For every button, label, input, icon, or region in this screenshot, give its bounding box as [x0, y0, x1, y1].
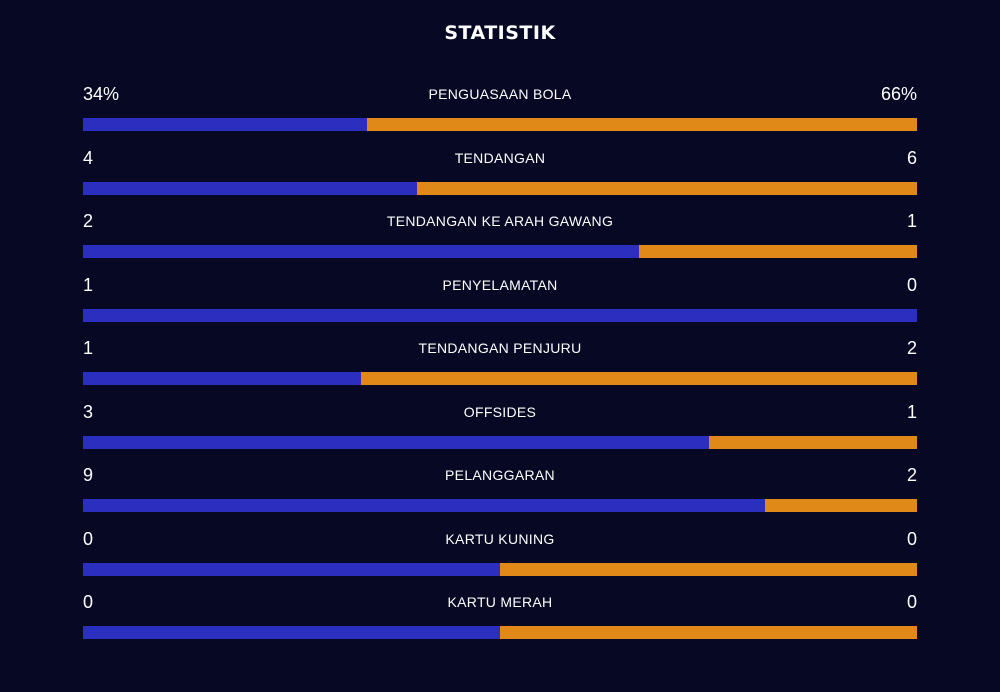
- home-bar-segment: [83, 499, 766, 512]
- home-bar-segment: [83, 308, 917, 322]
- comparison-bar: [83, 245, 917, 258]
- stat-row-shots: 4 TENDANGAN 6: [83, 144, 917, 208]
- away-value: 0: [906, 528, 917, 549]
- stat-row-yellow-cards: 0 KARTU KUNING 0: [83, 525, 917, 589]
- home-bar-segment: [83, 435, 709, 449]
- stat-row-corners: 1 TENDANGAN PENJURU 2: [83, 334, 917, 398]
- away-value: 1: [906, 211, 917, 231]
- home-value: 1: [83, 274, 94, 295]
- home-value: 4: [83, 147, 94, 168]
- home-bar-segment: [83, 118, 367, 131]
- stat-row-shots-on-target: 2 TENDANGAN KE ARAH GAWANG 1: [83, 207, 917, 271]
- comparison-bar: [83, 499, 917, 512]
- away-value: 0: [906, 592, 917, 612]
- away-bar-segment: [366, 118, 917, 131]
- away-bar-segment: [708, 435, 917, 449]
- away-bar-segment: [500, 562, 917, 576]
- comparison-bar: [83, 626, 917, 639]
- stat-row-saves: 1 PENYELAMATAN 0: [83, 271, 917, 335]
- stat-label: TENDANGAN: [454, 149, 546, 166]
- home-bar-segment: [83, 181, 417, 195]
- away-value: 2: [906, 338, 917, 358]
- home-value: 9: [83, 465, 94, 485]
- away-bar-segment: [765, 499, 917, 512]
- home-bar-segment: [83, 245, 640, 258]
- home-value: 1: [83, 338, 94, 358]
- home-bar-segment: [83, 372, 361, 385]
- home-value: 3: [83, 401, 94, 422]
- home-value: 34%: [83, 84, 120, 104]
- stat-label: TENDANGAN PENJURU: [418, 340, 582, 356]
- stat-label: KARTU KUNING: [445, 530, 555, 547]
- stat-label: TENDANGAN KE ARAH GAWANG: [386, 213, 614, 229]
- home-value: 2: [83, 211, 94, 231]
- away-value: 6: [906, 147, 917, 168]
- comparison-bar: [83, 118, 917, 131]
- stat-label: OFFSIDES: [463, 403, 537, 420]
- comparison-bar: [83, 435, 917, 449]
- stats-list: 34% PENGUASAAN BOLA 66% 4 TENDANGAN 6: [83, 80, 917, 652]
- stat-label: KARTU MERAH: [447, 594, 553, 610]
- stat-label: PENGUASAAN BOLA: [428, 86, 572, 102]
- stat-row-offsides: 3 OFFSIDES 1: [83, 398, 917, 462]
- away-bar-segment: [416, 181, 917, 195]
- away-value: 0: [906, 274, 917, 295]
- away-value: 1: [906, 401, 917, 422]
- stat-row-red-cards: 0 KARTU MERAH 0: [83, 588, 917, 652]
- away-bar-segment: [639, 245, 917, 258]
- home-value: 0: [83, 528, 94, 549]
- home-bar-segment: [83, 562, 500, 576]
- stat-label: PELANGGARAN: [445, 467, 555, 483]
- comparison-bar: [83, 181, 917, 195]
- away-value: 66%: [880, 84, 917, 104]
- stat-label: PENYELAMATAN: [442, 276, 558, 293]
- home-bar-segment: [83, 626, 500, 639]
- stat-row-fouls: 9 PELANGGARAN 2: [83, 461, 917, 525]
- page-title: STATISTIK: [444, 22, 556, 44]
- stat-row-possession: 34% PENGUASAAN BOLA 66%: [83, 80, 917, 144]
- away-bar-segment: [360, 372, 917, 385]
- home-value: 0: [83, 592, 94, 612]
- comparison-bar: [83, 308, 917, 322]
- comparison-bar: [83, 562, 917, 576]
- away-bar-segment: [500, 626, 917, 639]
- away-value: 2: [906, 465, 917, 485]
- comparison-bar: [83, 372, 917, 385]
